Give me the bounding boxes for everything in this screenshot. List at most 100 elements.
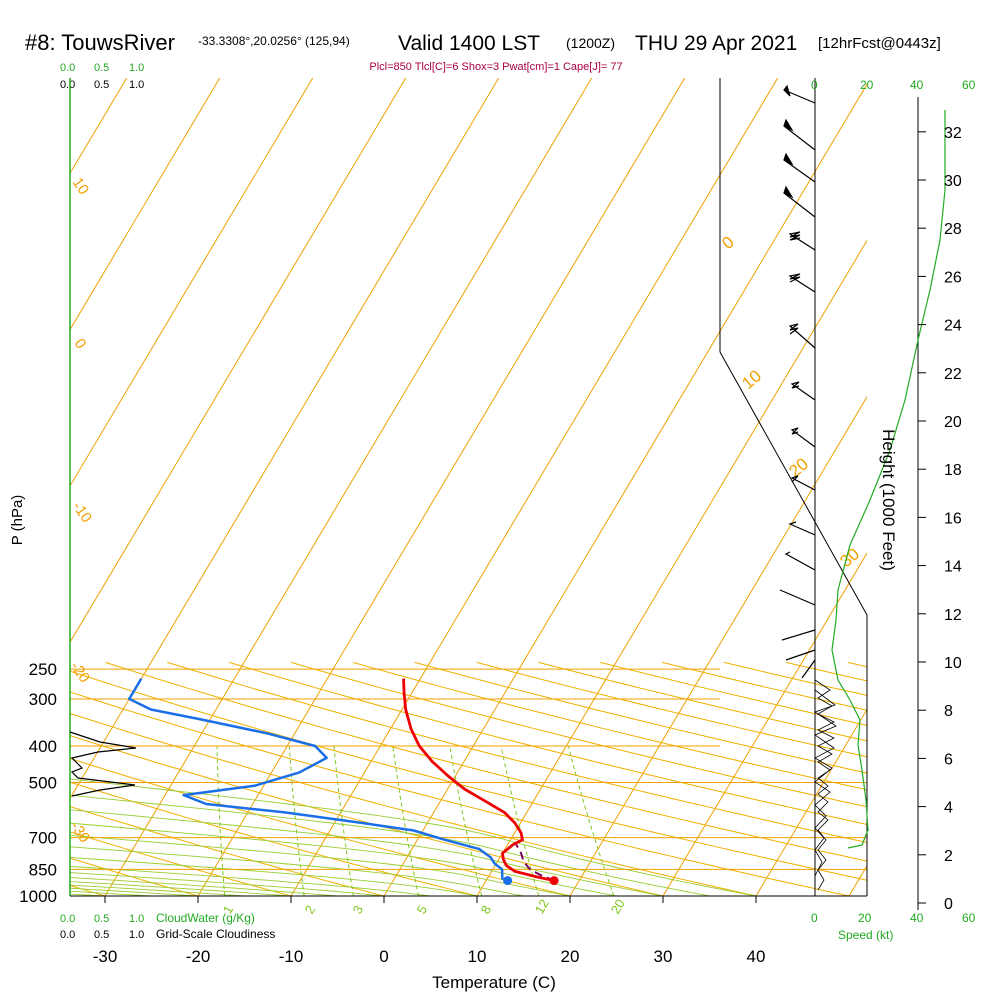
valid-date: THU 29 Apr 2021 <box>635 32 797 55</box>
speed-tick: 20 <box>858 911 872 925</box>
zulu-time: (1200Z) <box>566 35 615 51</box>
speed-tick: 40 <box>910 911 924 925</box>
height-tick-label: 0 <box>944 896 953 913</box>
sounding-curves <box>127 677 559 886</box>
isotherm-line <box>755 708 867 896</box>
dry-adiabat-line <box>70 735 664 896</box>
height-tick-label: 6 <box>944 751 953 768</box>
height-tick-label: 20 <box>944 414 962 431</box>
isotherm-label: 0 <box>71 336 90 353</box>
dry-adiabat-line <box>910 662 1000 896</box>
isotherm-label: 10 <box>738 366 765 393</box>
speed-tick: 60 <box>962 78 976 92</box>
speed-tick: 40 <box>910 78 924 92</box>
speed-tick: 60 <box>962 911 976 925</box>
speed-label: Speed (kt) <box>838 928 893 942</box>
dry-adiabat-line <box>476 661 867 758</box>
height-tick-label: 18 <box>944 462 962 479</box>
dry-adiabat-line <box>70 757 571 896</box>
temperature-tick-label: 40 <box>747 947 766 966</box>
speed-tick: 0 <box>811 78 818 92</box>
pressure-tick-label: 300 <box>29 690 57 709</box>
wind-barbs <box>779 84 837 891</box>
isotherm-line <box>383 83 867 896</box>
dry-adiabat-line <box>105 661 867 862</box>
parcel-params: Plcl=850 Tlcl[C]=6 Shox=3 Pwat[cm]=1 Cap… <box>369 61 622 73</box>
surface-temperature-point <box>549 876 559 886</box>
height-tick-label: 10 <box>944 655 962 672</box>
height-tick-label: 16 <box>944 510 962 527</box>
pressure-tick-label: 1000 <box>19 887 57 906</box>
isobars <box>70 668 867 897</box>
background-lines <box>70 78 1000 896</box>
isotherm-line <box>476 239 867 896</box>
cloudiness-tick: 0.5 <box>94 929 109 941</box>
height-tick-label: 26 <box>944 269 962 286</box>
isotherm-line <box>70 78 221 331</box>
isotherm-label: 0 <box>718 232 737 253</box>
cloudwater-tick: 0.0 <box>60 62 75 74</box>
height-tick-label: 4 <box>944 800 953 817</box>
station-title: #8: TouwsRiver <box>25 30 175 55</box>
height-tick-label: 14 <box>944 559 962 576</box>
station-location: -33.3308°,20.0256° (125,94) <box>198 34 350 48</box>
cloudiness-tick: 0.0 <box>60 79 75 91</box>
height-tick-label: 24 <box>944 318 962 335</box>
pressure-tick-label: 500 <box>29 774 57 793</box>
mixing-ratio-label: 12 <box>532 896 552 916</box>
isotherm-line <box>942 78 1000 896</box>
pressure-tick-label: 700 <box>29 829 57 848</box>
moist-adiabat-line <box>70 846 524 896</box>
mixing-ratio-label: 8 <box>478 903 495 917</box>
dry-adiabat-line <box>600 661 867 726</box>
cloudwater-tick: 1.0 <box>129 62 144 74</box>
isotherm-line <box>70 78 407 644</box>
mixing-ratio-line <box>288 745 305 896</box>
height-axis-label: Height (1000 Feet) <box>879 429 898 571</box>
cloud-scale-bottom: 0.0 0.5 1.0 CloudWater (g/Kg) 0.0 0.5 1.… <box>60 911 275 941</box>
mixing-ratio-label: 2 <box>302 903 319 917</box>
cloudwater-label: CloudWater (g/Kg) <box>156 911 255 925</box>
moist-adiabat-line <box>70 794 710 896</box>
cloudiness-label: Grid-Scale Cloudiness <box>156 927 275 941</box>
temperature-tick-label: -30 <box>93 947 118 966</box>
forecast-info: [12hrFcst@0443z] <box>818 35 941 52</box>
parcel-trace <box>513 841 555 882</box>
isotherm-line <box>197 78 686 896</box>
moist-adiabat-line <box>70 778 757 896</box>
height-tick-label: 22 <box>944 366 962 383</box>
dewpoint-trace <box>127 677 504 880</box>
y-axis-label: P (hPa) <box>9 495 26 546</box>
isotherm-label: -10 <box>69 499 95 527</box>
moist-adiabat-line <box>70 834 571 896</box>
dry-adiabat-line <box>70 857 199 896</box>
surface-dewpoint-point <box>503 876 513 886</box>
temperature-tick-label: -20 <box>186 947 211 966</box>
temperature-tick-label: 0 <box>379 947 388 966</box>
temperature-tick-label: 30 <box>654 947 673 966</box>
dry-adiabat-line <box>70 805 385 896</box>
dry-adiabat-line <box>352 661 867 791</box>
wind-barb-upper <box>783 84 816 218</box>
dry-adiabat-line <box>290 661 867 808</box>
mixing-ratio-line <box>500 745 540 896</box>
dry-adiabat-line <box>538 661 867 742</box>
pressure-tick-label: 850 <box>29 860 57 879</box>
temperature-tick-label: 10 <box>468 947 487 966</box>
cloudwater-tick: 0.5 <box>94 913 109 925</box>
mixing-ratio-label: 3 <box>350 903 367 917</box>
moist-adiabat-line <box>70 865 431 896</box>
dry-adiabat-line <box>414 661 867 774</box>
isotherm-line <box>848 864 867 896</box>
moist-adiabat-line <box>70 872 385 896</box>
speed-tick: 0 <box>811 911 818 925</box>
isotherm-line <box>70 78 314 487</box>
mixing-ratio-labels: 1 2 3 5 8 12 20 <box>220 896 628 916</box>
mixing-ratio-line <box>216 745 226 896</box>
x-axis-label: Temperature (C) <box>432 973 556 992</box>
dry-adiabat-line <box>70 712 757 896</box>
isotherm-label: 10 <box>69 175 92 198</box>
speed-ticks-top: 0 20 40 60 <box>811 78 976 92</box>
